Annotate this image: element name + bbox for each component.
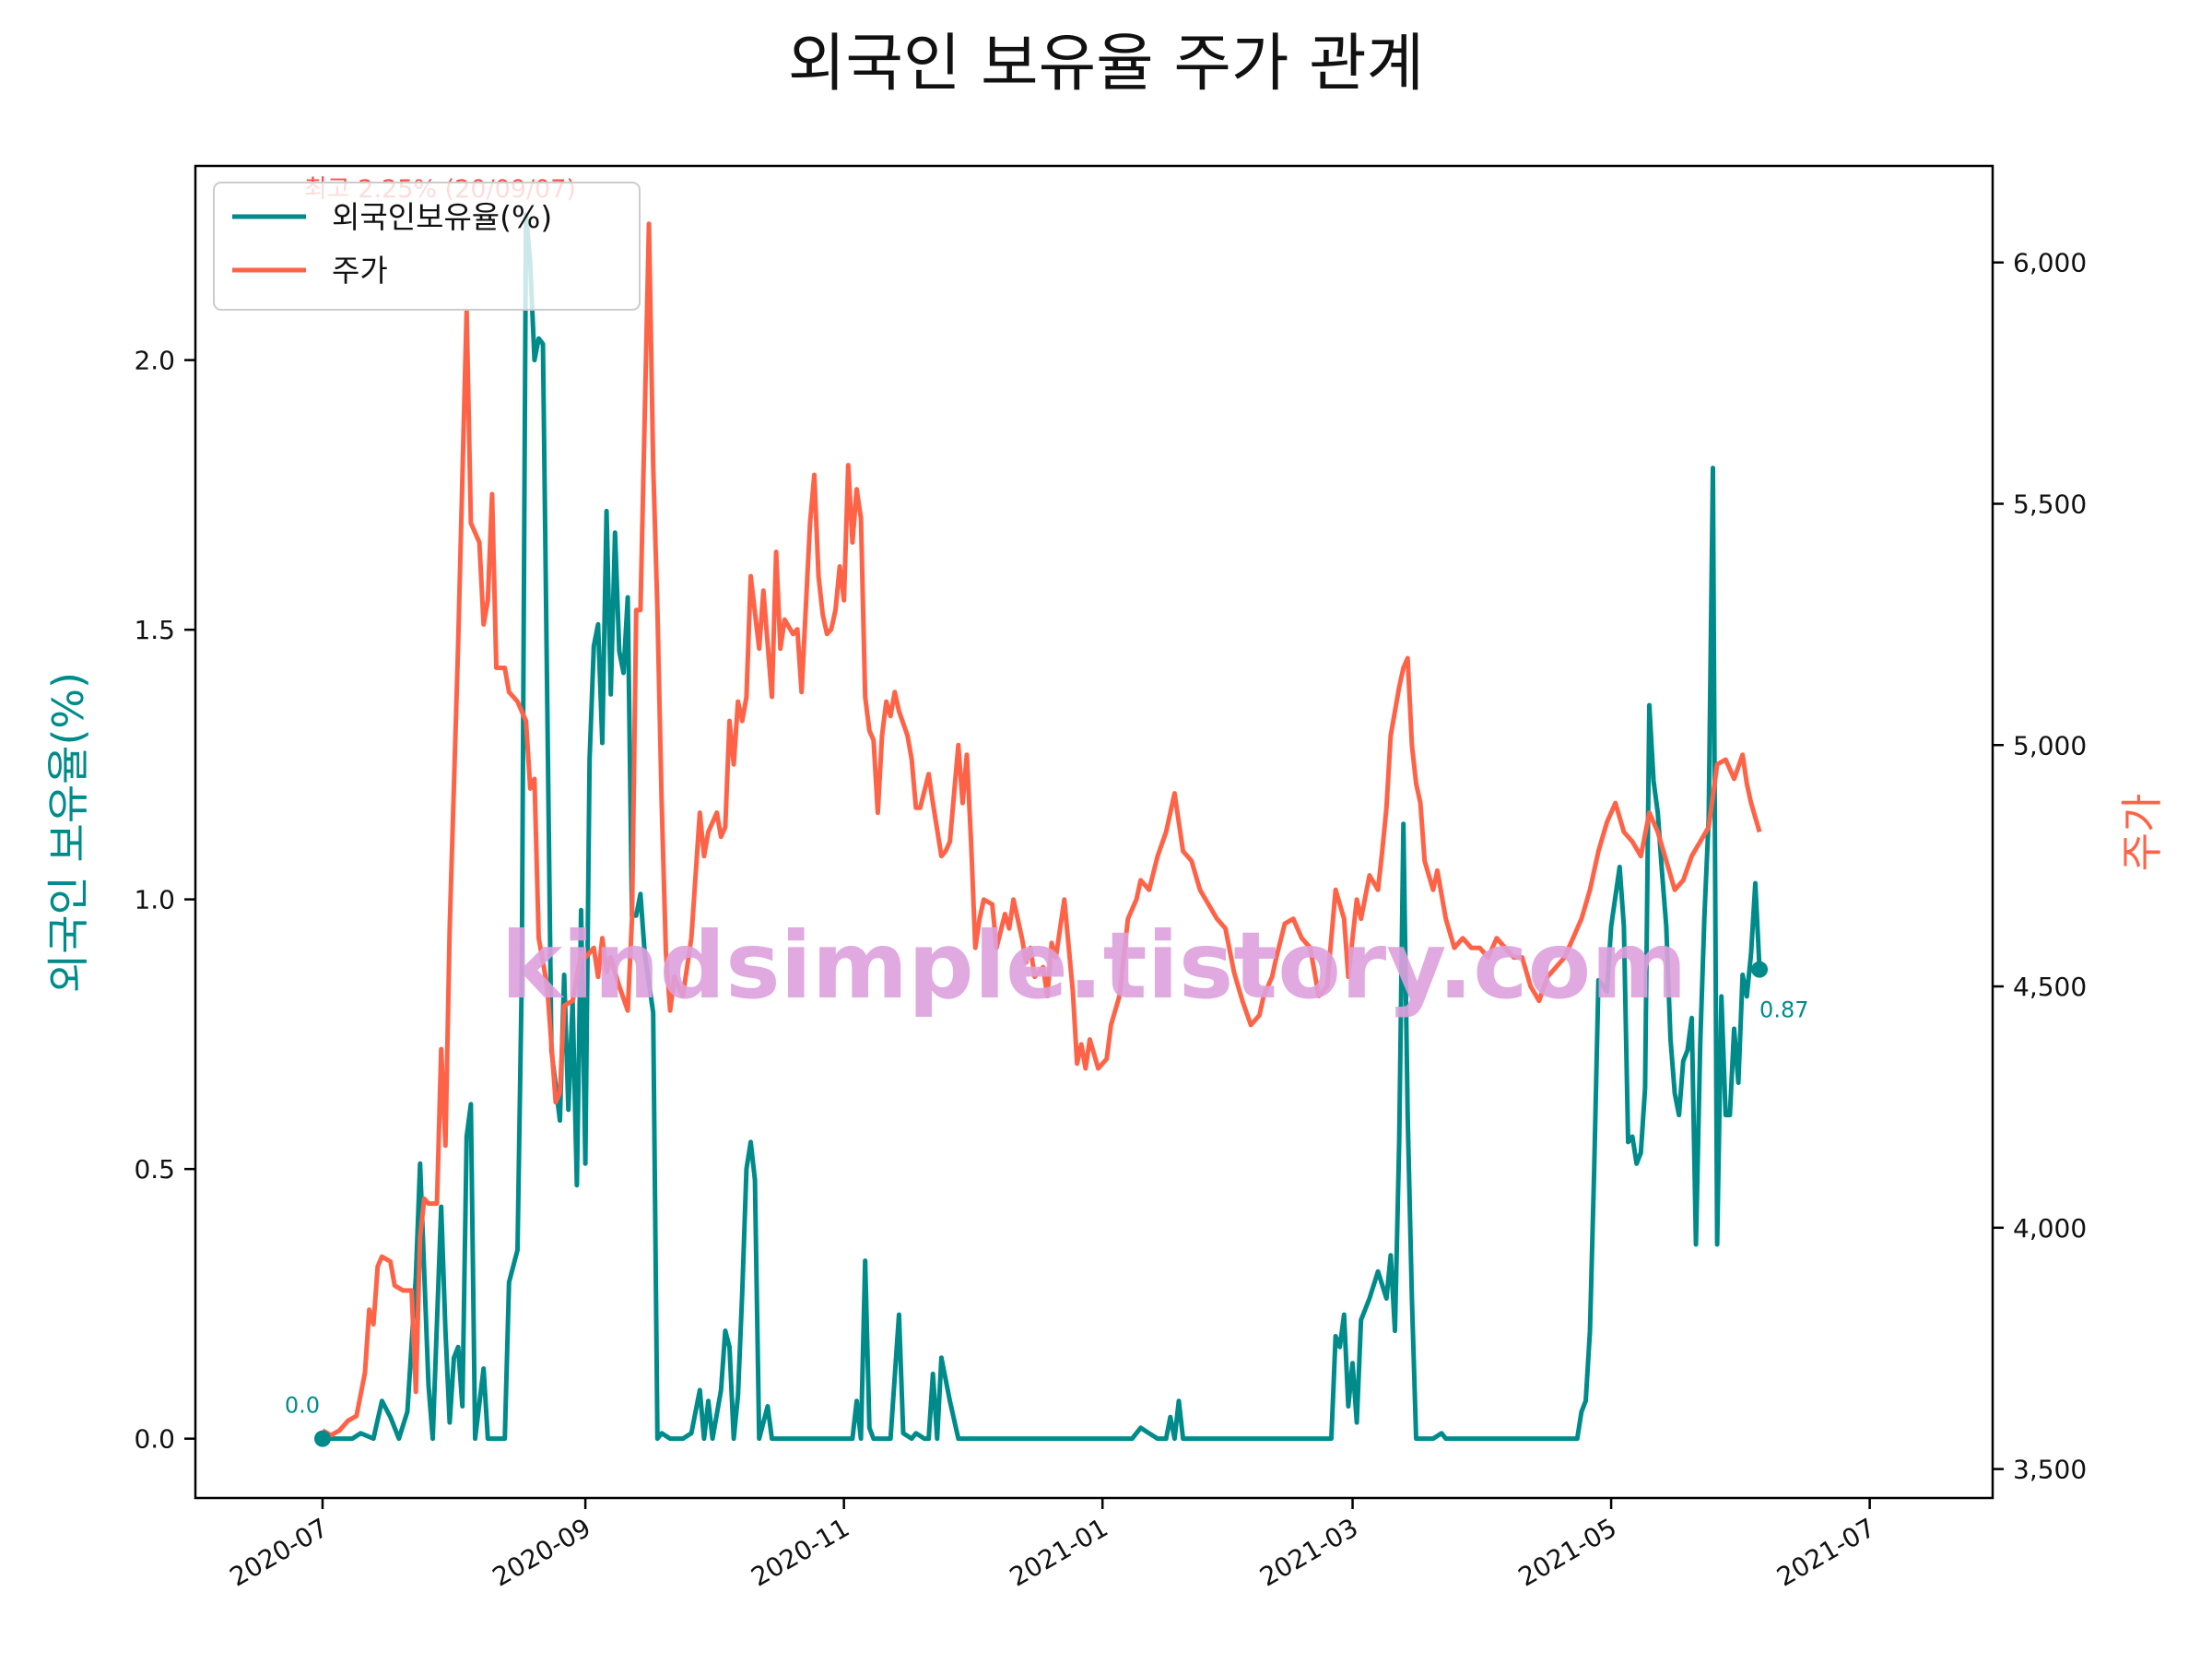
legend-label-foreign: 외국인보유율(%): [332, 199, 552, 235]
y-left-tick-label: 2.0: [134, 346, 175, 376]
series-line-price: [321, 221, 1762, 1438]
y-axis-right: 3,500 4,000 4,500 5,000 5,500 6,000: [1993, 248, 2087, 1485]
plot-frame: [194, 164, 1994, 1500]
x-axis: 2020-07 2020-09 2020-11 2021-01 2021-03 2021-…: [225, 1498, 1880, 1593]
end-marker: [1751, 961, 1769, 978]
y-right-tick-label: 3,500: [2013, 1455, 2087, 1485]
start-value-label: 0.0: [285, 1393, 320, 1419]
x-tick-label: 2020-09: [488, 1512, 596, 1592]
legend-label-price: 주가: [332, 253, 388, 289]
y-right-tick-label: 5,500: [2013, 489, 2087, 519]
y-right-tick-label: 4,000: [2013, 1213, 2087, 1244]
watermark: kindsimple.tistory.com: [501, 912, 1688, 1020]
chart-title: 외국인 보유율 주가 관계: [788, 28, 1424, 100]
y-left-tick-label: 1.5: [134, 615, 175, 645]
series-line-foreign: [323, 212, 1762, 1442]
y-axis-left-label: 외국인 보유율(%): [43, 672, 93, 993]
y-left-tick-label: 0.5: [134, 1154, 175, 1185]
x-tick-label: 2021-07: [1771, 1512, 1880, 1592]
x-tick-label: 2021-01: [1005, 1512, 1113, 1592]
legend: 외국인보유율(%) 주가: [213, 182, 641, 311]
y-right-tick-label: 4,500: [2013, 972, 2087, 1002]
start-marker: [313, 1430, 331, 1447]
x-tick-label: 2020-11: [746, 1512, 854, 1592]
x-tick-label: 2021-05: [1513, 1512, 1622, 1592]
plot-lines: [321, 212, 1762, 1442]
y-left-tick-label: 0.0: [134, 1424, 175, 1455]
x-tick-label: 2020-07: [225, 1512, 334, 1592]
y-axis-right-label: 주가: [2117, 794, 2167, 872]
y-left-tick-label: 1.0: [134, 885, 175, 915]
x-tick-label: 2021-03: [1254, 1512, 1363, 1592]
end-value-label: 0.87: [1759, 997, 1808, 1023]
legend-box: [213, 182, 641, 311]
y-right-tick-label: 6,000: [2013, 248, 2087, 278]
y-axis-left: 0.0 0.5 1.0 1.5 2.0: [134, 346, 195, 1455]
y-right-tick-label: 5,000: [2013, 730, 2087, 761]
